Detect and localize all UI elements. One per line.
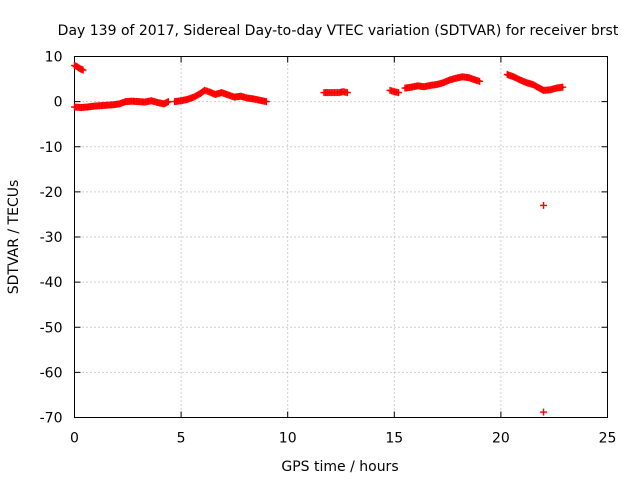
y-tick-label: -10 — [40, 140, 63, 156]
x-tick-label: 0 — [70, 431, 79, 447]
y-tick-label: 10 — [45, 50, 63, 66]
ticks-layer: 0 5 10 15 20 25 10 0 -10 -20 -30 -40 -50 -60 -70 — [40, 50, 617, 447]
grid-layer — [74, 56, 608, 418]
y-tick-label: -30 — [40, 230, 63, 246]
y-tick-label: -60 — [40, 365, 63, 381]
y-tick-label: -40 — [40, 275, 63, 291]
y-tick-label: -70 — [40, 411, 63, 427]
data-point — [79, 66, 87, 74]
data-point — [343, 89, 351, 97]
x-axis-label: GPS time / hours — [281, 459, 398, 475]
plot-frame — [74, 56, 608, 418]
y-axis-label: SDTVAR / TECUs — [6, 180, 22, 295]
data-point — [540, 408, 548, 416]
y-tick-label: 0 — [54, 95, 63, 111]
data-point — [262, 98, 270, 106]
points-layer — [71, 62, 567, 416]
data-point — [540, 201, 548, 209]
data-point — [559, 83, 567, 91]
y-tick-label: -20 — [40, 185, 63, 201]
x-tick-label: 10 — [279, 431, 297, 447]
data-point — [476, 77, 484, 85]
x-tick-label: 25 — [599, 431, 617, 447]
x-tick-label: 15 — [385, 431, 403, 447]
data-point — [395, 89, 403, 97]
data-point — [164, 98, 172, 106]
x-tick-label: 20 — [492, 431, 510, 447]
x-tick-label: 5 — [177, 431, 186, 447]
y-tick-label: -50 — [40, 320, 63, 336]
chart-title: Day 139 of 2017, Sidereal Day-to-day VTE… — [58, 23, 619, 39]
